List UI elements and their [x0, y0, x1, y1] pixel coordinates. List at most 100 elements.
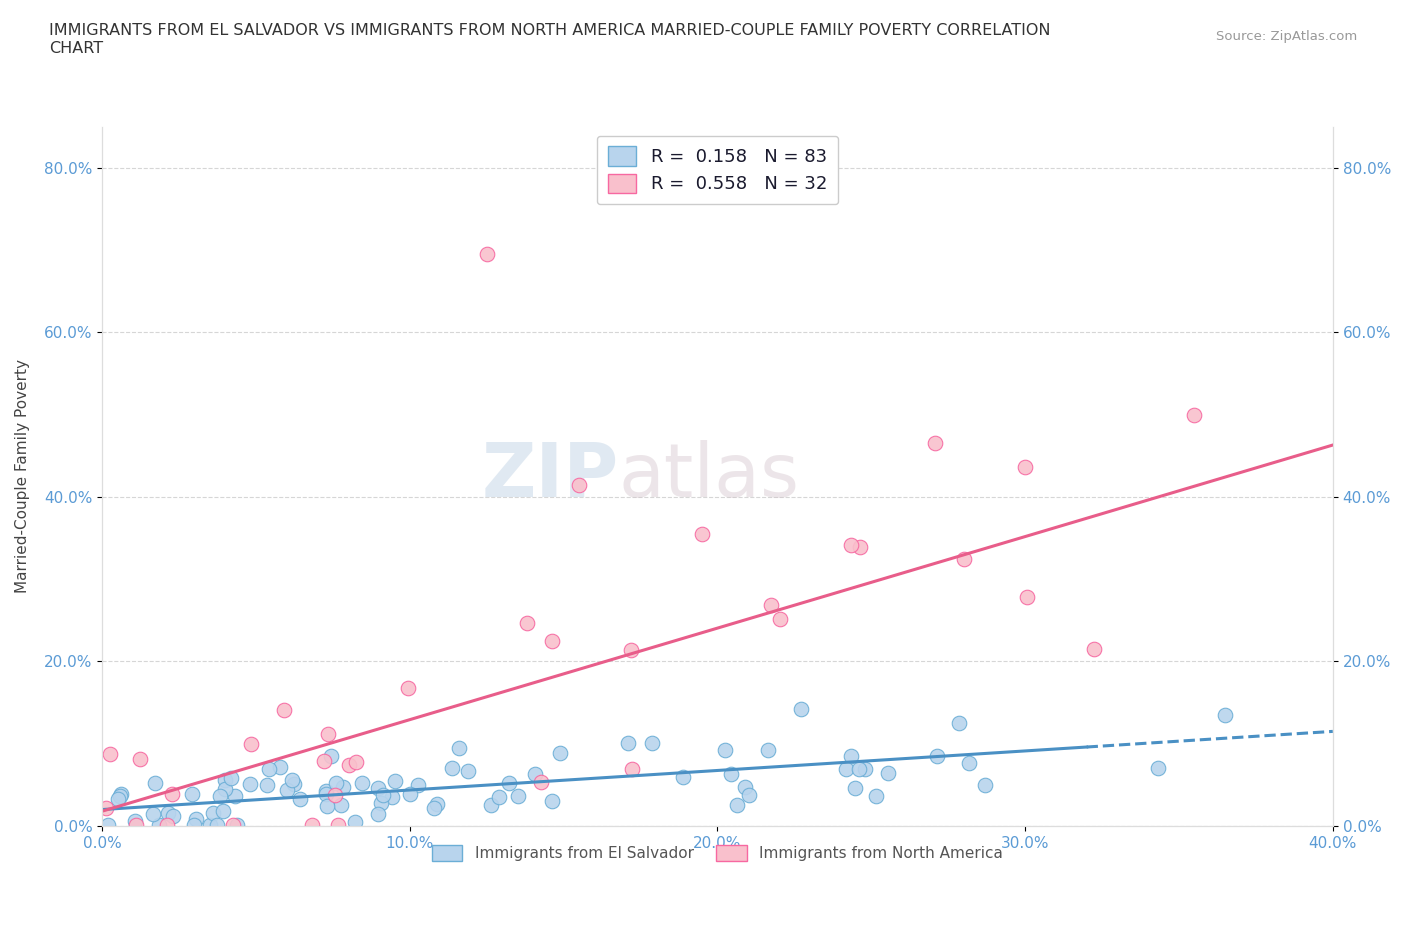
Point: [315, 787, 337, 802]
Point: [350, 776, 373, 790]
Point: [183, 817, 205, 832]
Point: [208, 789, 231, 804]
Point: [924, 435, 946, 450]
Point: [848, 762, 870, 777]
Point: [714, 742, 737, 757]
Point: [344, 755, 367, 770]
Point: [877, 765, 900, 780]
Point: [973, 777, 995, 792]
Point: [125, 817, 148, 832]
Point: [835, 762, 858, 777]
Point: [157, 805, 180, 820]
Point: [240, 737, 263, 752]
Point: [620, 762, 643, 777]
Point: [737, 788, 759, 803]
Point: [399, 787, 422, 802]
Point: [332, 779, 354, 794]
Point: [1147, 761, 1170, 776]
Point: [475, 246, 498, 261]
Point: [498, 776, 520, 790]
Point: [541, 634, 564, 649]
Point: [129, 751, 152, 766]
Point: [516, 616, 538, 631]
Point: [301, 817, 323, 832]
Point: [641, 736, 664, 751]
Text: ZIP: ZIP: [482, 440, 619, 512]
Point: [849, 539, 872, 554]
Point: [316, 727, 339, 742]
Point: [523, 767, 546, 782]
Point: [370, 796, 392, 811]
Text: Source: ZipAtlas.com: Source: ZipAtlas.com: [1216, 30, 1357, 43]
Point: [94, 800, 117, 815]
Point: [769, 612, 792, 627]
Point: [124, 814, 146, 829]
Point: [423, 801, 446, 816]
Point: [337, 758, 360, 773]
Point: [672, 769, 695, 784]
Point: [316, 799, 339, 814]
Point: [568, 477, 591, 492]
Point: [756, 743, 779, 758]
Point: [160, 787, 183, 802]
Legend: Immigrants from El Salvador, Immigrants from North America: Immigrants from El Salvador, Immigrants …: [426, 839, 1010, 868]
Point: [198, 817, 221, 832]
Text: atlas: atlas: [619, 440, 800, 512]
Point: [156, 817, 179, 832]
Point: [283, 777, 305, 792]
Point: [839, 538, 862, 552]
Point: [226, 817, 249, 832]
Point: [488, 790, 510, 804]
Point: [269, 759, 291, 774]
Point: [508, 789, 530, 804]
Point: [239, 777, 262, 791]
Point: [844, 780, 866, 795]
Point: [367, 806, 389, 821]
Point: [406, 777, 429, 792]
Point: [384, 774, 406, 789]
Point: [259, 762, 281, 777]
Point: [148, 817, 170, 832]
Point: [97, 817, 120, 832]
Point: [288, 792, 311, 807]
Point: [281, 772, 304, 787]
Point: [839, 749, 862, 764]
Point: [952, 551, 974, 566]
Point: [541, 793, 564, 808]
Point: [143, 776, 166, 790]
Point: [107, 791, 129, 806]
Point: [181, 787, 204, 802]
Point: [619, 643, 641, 658]
Point: [321, 748, 343, 763]
Point: [957, 756, 980, 771]
Point: [212, 804, 235, 819]
Point: [948, 716, 970, 731]
Point: [1083, 642, 1105, 657]
Point: [141, 806, 163, 821]
Point: [720, 767, 742, 782]
Point: [202, 805, 225, 820]
Point: [1215, 708, 1237, 723]
Point: [1014, 459, 1036, 474]
Point: [273, 702, 295, 717]
Y-axis label: Married-Couple Family Poverty: Married-Couple Family Poverty: [15, 359, 30, 593]
Point: [214, 773, 236, 788]
Point: [184, 811, 207, 826]
Point: [790, 702, 813, 717]
Point: [426, 797, 449, 812]
Point: [98, 747, 121, 762]
Point: [734, 779, 756, 794]
Point: [323, 788, 346, 803]
Point: [457, 764, 479, 778]
Point: [224, 789, 246, 804]
Point: [219, 770, 242, 785]
Point: [449, 740, 471, 755]
Point: [396, 681, 419, 696]
Point: [110, 787, 132, 802]
Point: [865, 789, 887, 804]
Point: [725, 797, 748, 812]
Point: [690, 526, 713, 541]
Point: [222, 817, 245, 832]
Point: [312, 753, 335, 768]
Point: [616, 736, 638, 751]
